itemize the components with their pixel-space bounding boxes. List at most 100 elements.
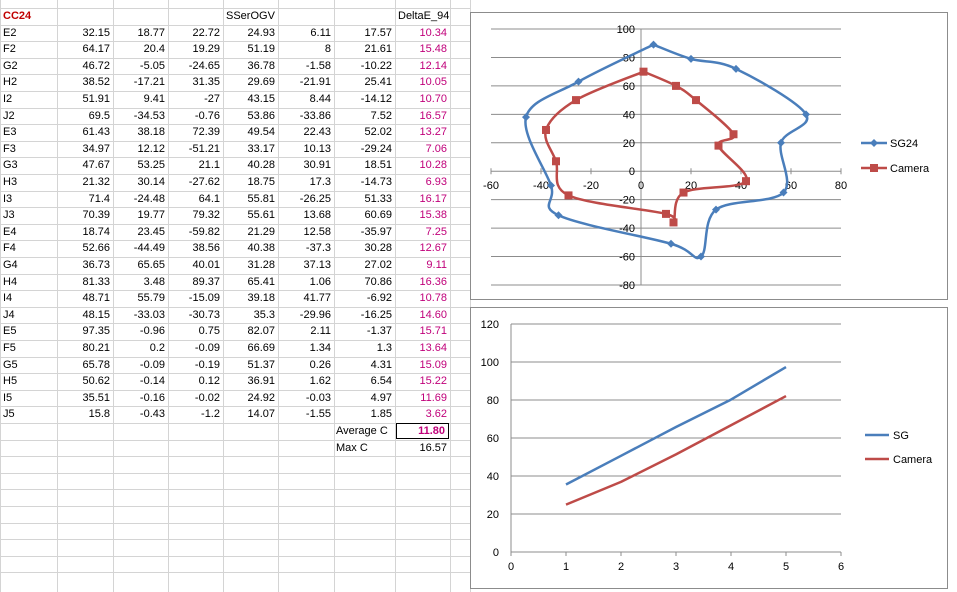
row-id-cell[interactable]: J4	[3, 309, 15, 321]
value-cell[interactable]: 82.07	[247, 325, 275, 337]
value-cell[interactable]: -27	[204, 93, 220, 105]
value-cell[interactable]: 48.71	[82, 292, 110, 304]
value-cell[interactable]: 55.79	[137, 292, 165, 304]
value-cell[interactable]: 51.33	[364, 193, 392, 205]
value-cell[interactable]: 1.85	[370, 408, 392, 420]
value-cell[interactable]: 47.67	[82, 159, 110, 171]
value-cell[interactable]: 1.34	[309, 342, 331, 354]
value-cell[interactable]: 6.54	[370, 375, 392, 387]
value-cell[interactable]: -29.96	[299, 309, 331, 321]
value-cell[interactable]: 65.41	[247, 276, 275, 288]
value-cell[interactable]: -0.16	[139, 392, 165, 404]
value-cell[interactable]: 0.2	[149, 342, 165, 354]
value-cell[interactable]: -5.05	[139, 60, 165, 72]
value-cell[interactable]: -0.14	[139, 375, 165, 387]
header-cell-sserogv[interactable]: SSerOGV	[226, 10, 275, 22]
row-id-cell[interactable]: I3	[3, 193, 13, 205]
value-cell[interactable]: 72.39	[192, 126, 220, 138]
value-cell[interactable]: -6.92	[366, 292, 392, 304]
value-cell[interactable]: 12.12	[137, 143, 165, 155]
deltae-cell[interactable]: 13.27	[419, 126, 447, 138]
value-cell[interactable]: -0.76	[194, 110, 220, 122]
value-cell[interactable]: 64.1	[198, 193, 220, 205]
value-cell[interactable]: 2.11	[310, 325, 331, 337]
value-cell[interactable]: 21.29	[247, 226, 275, 238]
value-cell[interactable]: 36.78	[247, 60, 275, 72]
deltae-cell[interactable]: 15.09	[419, 359, 447, 371]
value-cell[interactable]: 24.93	[247, 27, 275, 39]
value-cell[interactable]: 31.28	[247, 259, 275, 271]
value-cell[interactable]: -15.09	[188, 292, 220, 304]
row-id-cell[interactable]: G3	[3, 159, 18, 171]
value-cell[interactable]: 53.25	[137, 159, 165, 171]
value-cell[interactable]: -0.09	[139, 359, 165, 371]
value-cell[interactable]: -1.37	[366, 325, 392, 337]
value-cell[interactable]: 14.07	[247, 408, 275, 420]
value-cell[interactable]: 1.06	[309, 276, 331, 288]
deltae-cell[interactable]: 6.93	[425, 176, 447, 188]
value-cell[interactable]: -0.03	[305, 392, 331, 404]
deltae-cell[interactable]: 12.67	[419, 242, 447, 254]
value-cell[interactable]: -16.25	[360, 309, 392, 321]
value-cell[interactable]: 52.66	[82, 242, 110, 254]
value-cell[interactable]: 36.73	[82, 259, 110, 271]
row-id-cell[interactable]: F4	[3, 242, 16, 254]
value-cell[interactable]: 40.28	[247, 159, 275, 171]
value-cell[interactable]: 6.11	[310, 27, 331, 39]
deltae-cell[interactable]: 15.48	[419, 43, 447, 55]
deltae-cell[interactable]: 15.71	[419, 325, 447, 337]
value-cell[interactable]: 9.41	[143, 93, 165, 105]
value-cell[interactable]: 46.72	[82, 60, 110, 72]
deltae-cell[interactable]: 15.22	[419, 375, 447, 387]
deltae-cell[interactable]: 10.34	[419, 27, 447, 39]
value-cell[interactable]: 22.72	[192, 27, 220, 39]
value-cell[interactable]: 4.31	[370, 359, 392, 371]
value-cell[interactable]: 3.48	[143, 276, 165, 288]
value-cell[interactable]: 97.35	[82, 325, 110, 337]
value-cell[interactable]: -30.73	[188, 309, 220, 321]
value-cell[interactable]: 21.1	[198, 159, 220, 171]
value-cell[interactable]: -1.55	[305, 408, 331, 420]
deltae-cell[interactable]: 10.05	[419, 76, 447, 88]
row-id-cell[interactable]: H4	[3, 276, 18, 288]
value-cell[interactable]: 69.5	[88, 110, 110, 122]
value-cell[interactable]: 65.78	[82, 359, 110, 371]
value-cell[interactable]: 18.74	[82, 226, 110, 238]
value-cell[interactable]: 13.68	[303, 209, 331, 221]
value-cell[interactable]: -26.25	[299, 193, 331, 205]
value-cell[interactable]: 80.21	[82, 342, 110, 354]
value-cell[interactable]: -34.53	[133, 110, 165, 122]
deltae-cell[interactable]: 16.17	[419, 193, 447, 205]
row-id-cell[interactable]: F5	[3, 342, 16, 354]
deltae-cell[interactable]: 11.69	[420, 392, 447, 404]
row-id-cell[interactable]: F2	[3, 43, 16, 55]
deltae-cell[interactable]: 10.78	[419, 292, 447, 304]
value-cell[interactable]: -33.03	[133, 309, 165, 321]
value-cell[interactable]: -24.48	[133, 193, 165, 205]
value-cell[interactable]: -17.21	[133, 76, 165, 88]
value-cell[interactable]: 0.75	[198, 325, 220, 337]
deltae-cell[interactable]: 15.38	[419, 209, 447, 221]
value-cell[interactable]: 66.69	[247, 342, 275, 354]
value-cell[interactable]: 7.52	[370, 110, 392, 122]
average-value-cell[interactable]: 11.80	[396, 423, 449, 439]
row-id-cell[interactable]: H2	[3, 76, 18, 88]
deltae-cell[interactable]: 7.06	[425, 143, 447, 155]
value-cell[interactable]: -59.82	[188, 226, 220, 238]
value-cell[interactable]: 43.15	[247, 93, 275, 105]
value-cell[interactable]: -24.65	[188, 60, 220, 72]
value-cell[interactable]: 17.57	[364, 27, 392, 39]
row-id-cell[interactable]: E4	[3, 226, 17, 238]
value-cell[interactable]: -0.19	[194, 359, 220, 371]
value-cell[interactable]: -44.49	[133, 242, 165, 254]
deltae-cell[interactable]: 13.64	[419, 342, 447, 354]
value-cell[interactable]: 51.91	[82, 93, 110, 105]
value-cell[interactable]: 33.17	[247, 143, 275, 155]
value-cell[interactable]: 35.3	[253, 309, 275, 321]
value-cell[interactable]: -0.02	[194, 392, 220, 404]
value-cell[interactable]: 36.91	[247, 375, 275, 387]
value-cell[interactable]: 24.92	[247, 392, 275, 404]
value-cell[interactable]: 8.44	[309, 93, 331, 105]
row-id-cell[interactable]: E2	[3, 27, 17, 39]
value-cell[interactable]: 70.39	[82, 209, 110, 221]
